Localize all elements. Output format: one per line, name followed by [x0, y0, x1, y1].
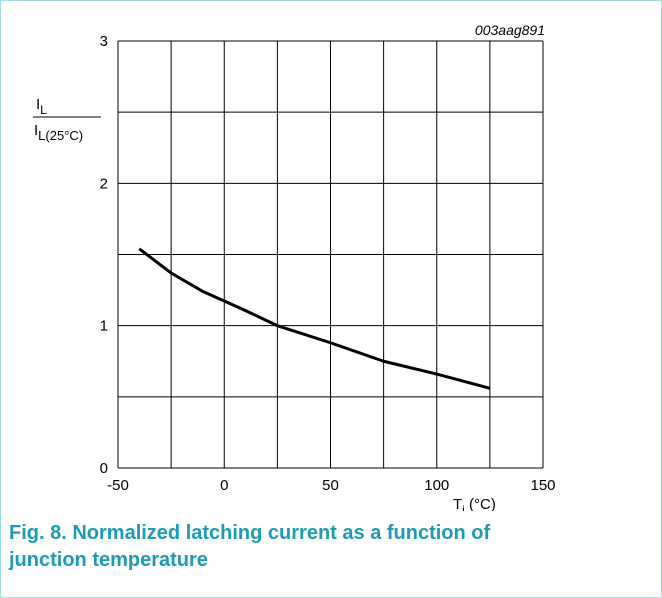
y-label-den-sub: L(25°C) — [38, 128, 83, 143]
x-label-unit: (°C) — [465, 496, 496, 511]
y-label-num-sub: L — [40, 103, 47, 117]
y-label-num: IL — [36, 96, 47, 117]
x-label-sub: j — [461, 503, 465, 511]
line-series — [138, 247, 491, 390]
y-tick-label: 3 — [100, 33, 108, 50]
x-tick-label: 100 — [424, 477, 449, 494]
x-tick-label: 50 — [322, 477, 339, 494]
x-tick-label: 150 — [530, 477, 555, 494]
y-label-num-main: I — [36, 96, 40, 113]
y-tick-label: 2 — [100, 175, 108, 192]
x-tick-label: 0 — [220, 477, 228, 494]
x-label-main: T — [453, 496, 462, 511]
y-label-den: IL(25°C) — [34, 122, 83, 143]
y-tick-label: 0 — [100, 460, 108, 477]
y-label-den-main: I — [34, 122, 38, 139]
x-tick-label: -50 — [107, 477, 129, 494]
y-tick-label: 1 — [100, 318, 108, 335]
figure-code: 003aag891 — [475, 22, 545, 38]
caption: Fig. 8. Normalized latching current as a… — [9, 522, 491, 571]
x-label: Tj (°C) — [453, 496, 496, 511]
